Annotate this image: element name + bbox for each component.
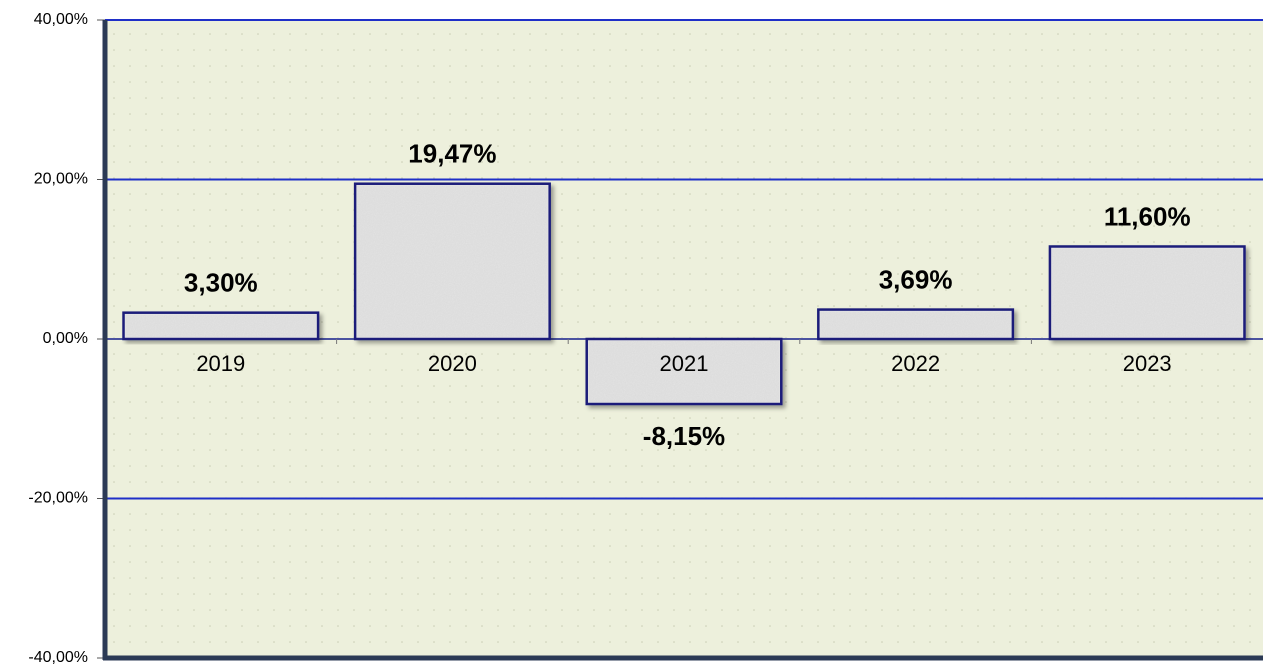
y-tick-label: -20,00% [28,490,88,507]
bar-texture [1051,248,1243,337]
x-tick-label: 2019 [196,351,245,376]
value-label: 11,60% [1104,201,1191,231]
x-tick-label: 2020 [428,351,477,376]
y-tick-label: -40,00% [28,649,88,666]
bar-texture [125,314,317,337]
x-tick-label: 2022 [891,351,940,376]
bar-texture [357,185,548,337]
y-tick-label: 20,00% [34,171,88,188]
value-label: 3,30% [184,268,258,298]
value-label: 19,47% [408,139,496,169]
y-tick-label: 40,00% [34,11,88,28]
value-label: 3,69% [879,264,953,294]
y-tick-label: 0,00% [43,330,88,347]
value-label: -8,15% [643,421,725,451]
x-tick-label: 2021 [660,351,709,376]
bar-texture [588,341,780,402]
bar-texture [820,311,1011,337]
x-tick-label: 2023 [1123,351,1172,376]
